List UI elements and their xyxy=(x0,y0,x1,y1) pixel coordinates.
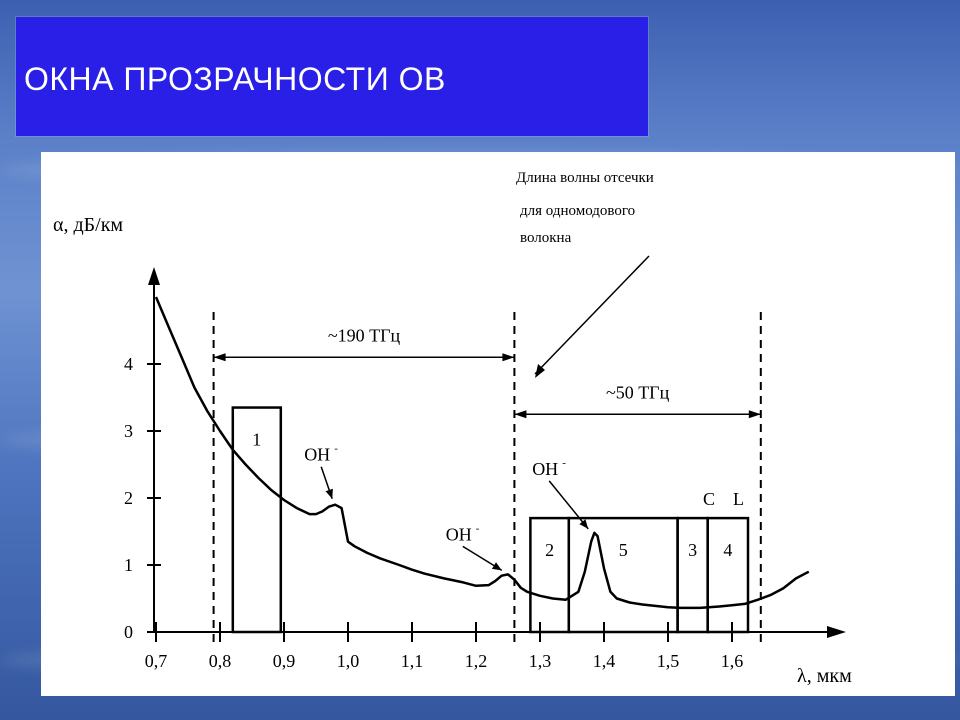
band-label-l: L xyxy=(733,489,744,509)
y-tick-label: 0 xyxy=(124,622,133,642)
transparency-window xyxy=(231,406,283,634)
x-axis-arrow xyxy=(827,626,846,638)
window-label: 5 xyxy=(619,540,628,560)
band-label-c: C xyxy=(703,489,715,509)
oh-annotation-superscript: - xyxy=(334,443,338,455)
curve-layer xyxy=(154,296,810,610)
x-tick-label: 1,3 xyxy=(529,651,552,671)
tick-layer: 0,7 0,8 0,9 1,0 1,1 1,2 1,3 1,4 1,5 1,6 0 1 2 3 4 xyxy=(124,354,743,671)
window-label: 1 xyxy=(252,430,261,450)
cutoff-note-line-2: для одномодового xyxy=(520,203,635,219)
window-label: 3 xyxy=(688,540,697,560)
oh-pointer-head xyxy=(579,519,589,529)
x-tick-label: 1,4 xyxy=(593,651,616,671)
title-banner: ОКНА ПРОЗРАЧНОСТИ ОВ xyxy=(16,17,648,136)
y-tick-label: 1 xyxy=(124,555,133,575)
x-tick-label: 0,7 xyxy=(145,651,168,671)
attenuation-curve xyxy=(154,296,810,610)
x-tick-label: 1,5 xyxy=(657,651,680,671)
span-arrow-head xyxy=(748,410,761,419)
span-arrow-head xyxy=(514,410,527,419)
x-tick-label: 1,0 xyxy=(337,651,360,671)
oh-annotation: ОН xyxy=(446,524,472,544)
oh-annotation-superscript: - xyxy=(476,522,480,534)
y-tick-label: 4 xyxy=(124,354,133,374)
cutoff-note-line-1: Длина волны отсечки xyxy=(516,170,654,186)
x-tick-label: 1,6 xyxy=(721,651,744,671)
y-axis-label: α, дБ/км xyxy=(53,214,123,236)
x-tick-label: 1,2 xyxy=(465,651,488,671)
y-axis-arrow xyxy=(148,267,160,285)
transparency-window xyxy=(567,516,679,634)
x-tick-label: 0,8 xyxy=(209,651,232,671)
y-tick-label: 2 xyxy=(124,488,133,508)
y-tick-label: 3 xyxy=(124,421,133,441)
cutoff-pointer xyxy=(534,255,650,375)
window-layer: 1 2 5 3 4 xyxy=(231,406,750,634)
window-label: 2 xyxy=(545,540,554,560)
oh-pointer-head xyxy=(491,562,502,571)
chart-panel: α, дБ/км λ, мкм Длина волны отсечки для … xyxy=(41,152,955,696)
span-layer: ~190 ТГц ~50 ТГц xyxy=(213,325,761,419)
oh-annotation: ОН xyxy=(304,445,330,465)
cutoff-pointer-head xyxy=(535,364,545,378)
oh-annotation: ОН xyxy=(532,459,558,479)
oh-annotation-superscript: - xyxy=(562,457,566,469)
cutoff-note-line-3: волокна xyxy=(520,230,572,246)
span-label: ~50 ТГц xyxy=(606,382,670,402)
slide-title: ОКНА ПРОЗРАЧНОСТИ ОВ xyxy=(24,61,446,97)
transparency-window xyxy=(529,516,571,634)
oh-pointer-head xyxy=(325,488,333,499)
annotation-layer: ОН -ОН -ОН - xyxy=(304,443,589,572)
transparency-window xyxy=(676,516,709,634)
x-axis-label: λ, мкм xyxy=(797,665,852,687)
span-label: ~190 ТГц xyxy=(328,325,401,345)
window-label: 4 xyxy=(723,540,732,560)
x-tick-label: 1,1 xyxy=(401,651,424,671)
span-arrow-head xyxy=(213,353,226,362)
span-arrow-head xyxy=(502,353,515,362)
oh-pointer xyxy=(548,480,589,530)
transparency-window xyxy=(706,516,750,634)
x-tick-label: 0,9 xyxy=(273,651,296,671)
attenuation-chart: α, дБ/км λ, мкм Длина волны отсечки для … xyxy=(53,170,852,687)
